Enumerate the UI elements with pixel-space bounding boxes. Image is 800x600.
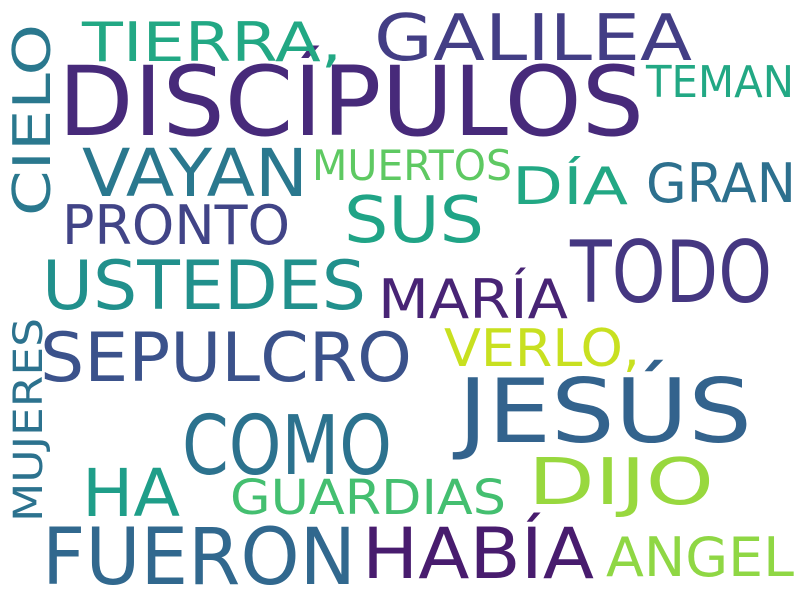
word-tierra: TIERRA, (81, 11, 342, 74)
word-sus: SUS (344, 184, 484, 258)
word-gran: GRAN (646, 152, 796, 215)
word-maria: MARÍA (378, 268, 568, 331)
word-angel: ANGEL (606, 526, 794, 589)
word-vayan: VAYAN (82, 135, 308, 212)
word-cielo: CIELO (3, 24, 63, 216)
word-galilea: GALILEA (374, 2, 692, 76)
word-verlo: VERLO, (444, 319, 640, 379)
word-dia: DÍA (512, 156, 629, 217)
word-como: COMO (182, 399, 392, 494)
word-dijo: DIJO (528, 446, 714, 520)
word-ha: HA (82, 455, 180, 532)
word-guardias: GUARDIAS (230, 470, 506, 526)
word-muertos: MUERTOS (312, 141, 512, 190)
word-teman: TEMAN (645, 57, 794, 108)
word-mujeres: MUJERES (6, 318, 52, 522)
word-sepulcro: SEPULCRO (40, 319, 412, 398)
word-ustedes: USTEDES (42, 247, 366, 326)
word-todo: TODO (569, 223, 772, 323)
word-fueron: FUERON (42, 513, 356, 600)
word-habia: HABÍA (362, 513, 594, 595)
word-pronto: PRONTO (62, 194, 290, 257)
word-discipulos: DISCÍPULOS (58, 45, 644, 158)
word-jesus: JESÚS (452, 360, 752, 463)
